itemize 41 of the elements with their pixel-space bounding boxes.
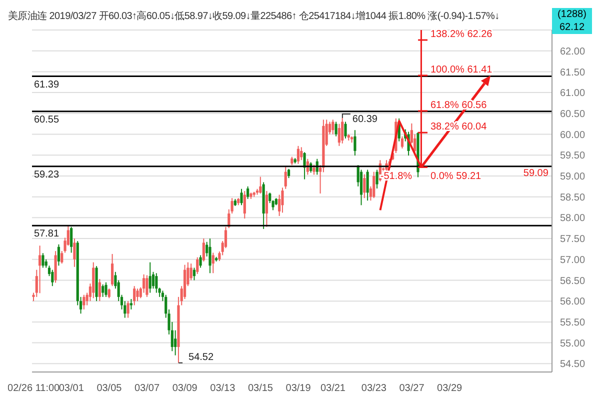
y-tick-label: 54.50 — [560, 359, 586, 370]
y-tick-label: 62.00 — [560, 46, 586, 58]
ref-line-label: 60.55 — [34, 114, 60, 126]
x-tick-label: 03/13 — [210, 383, 236, 394]
y-tick-label: 58.50 — [560, 192, 586, 204]
x-tick-label: 03/19 — [286, 383, 312, 394]
y-tick-label: 55.50 — [560, 318, 586, 328]
x-tick-label: 03/01 — [58, 383, 84, 394]
x-tick-label: 03/15 — [248, 383, 274, 394]
x-tick-label: 03/29 — [437, 383, 463, 394]
annotation: 60.39 — [352, 114, 378, 125]
y-tick-label: 56.50 — [560, 276, 586, 287]
x-tick-label: 03/07 — [134, 383, 160, 394]
y-tick-label: 61.50 — [560, 67, 586, 78]
x-tick-label: 03/09 — [172, 383, 198, 394]
y-tick-label: 61.00 — [560, 88, 586, 100]
chart-title: 美原油连 2019/03/27 开60.03↑高60.05↓低58.97↓收59.09↓量225486↑ 仓25417184↓增1044 振1.80% 涨(-0.94)-1.57%↓ — [8, 10, 500, 23]
x-tick-label: 03/23 — [361, 383, 387, 394]
ref-line-label: 100.0% 61.41 — [430, 64, 493, 76]
x-tick-label: 03/21 — [320, 383, 346, 394]
annotation: 54.52 — [188, 352, 214, 363]
ref-line-label: 61.39 — [34, 79, 60, 90]
ref-line-label: 57.81 — [34, 228, 60, 240]
annotation: 59.09 — [523, 168, 549, 180]
x-tick-label: 02/26 11:00 — [8, 383, 60, 394]
y-tick-label: 59.00 — [560, 172, 586, 183]
y-tick-label: 60.50 — [560, 108, 586, 120]
y-tick-label: 57.00 — [560, 254, 586, 266]
ref-line-label: 59.23 — [34, 169, 60, 180]
x-tick-label: 03/27 — [399, 383, 425, 394]
y-tick-label: 55.00 — [560, 338, 586, 350]
text: 62.12 — [558, 21, 586, 34]
y-tick-label: 57.50 — [560, 234, 586, 246]
text: (1288) — [556, 8, 588, 21]
y-tick-label: 56.00 — [560, 296, 586, 308]
x-tick-label: 03/05 — [96, 383, 122, 394]
y-tick-label: 60.00 — [560, 130, 586, 141]
y-tick-label: 59.50 — [560, 150, 586, 162]
ref-line-label: 0.0% 59.21 — [430, 171, 482, 182]
y-tick-label: 58.00 — [560, 213, 586, 224]
ref-line-label: 138.2% 62.26 — [430, 29, 493, 40]
